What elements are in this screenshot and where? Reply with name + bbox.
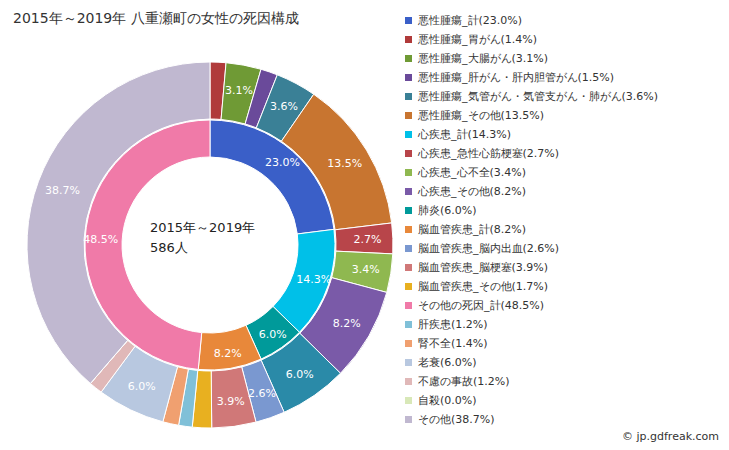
svg-text:2015年～2019年 八重瀬町の女性の死因構成: 2015年～2019年 八重瀬町の女性の死因構成: [13, 10, 299, 26]
svg-text:6.0%: 6.0%: [128, 380, 156, 393]
svg-text:14.3%: 14.3%: [296, 273, 331, 286]
svg-text:6.0%: 6.0%: [286, 368, 314, 381]
svg-text:不慮の事故(1.2%): 不慮の事故(1.2%): [418, 375, 510, 388]
svg-text:48.5%: 48.5%: [83, 233, 118, 246]
svg-text:23.0%: 23.0%: [265, 156, 300, 169]
svg-text:その他の死因_計(48.5%): その他の死因_計(48.5%): [418, 299, 544, 312]
svg-text:心疾患_心不全(3.4%): 心疾患_心不全(3.4%): [417, 166, 526, 179]
svg-text:悪性腫瘍_計(23.0%): 悪性腫瘍_計(23.0%): [417, 14, 522, 27]
svg-text:心疾患_その他(8.2%): 心疾患_その他(8.2%): [417, 185, 526, 198]
svg-text:8.2%: 8.2%: [214, 347, 242, 360]
svg-text:6.0%: 6.0%: [259, 328, 287, 341]
svg-text:3.9%: 3.9%: [217, 395, 245, 408]
svg-text:2.7%: 2.7%: [353, 233, 381, 246]
svg-text:586人: 586人: [150, 240, 188, 255]
svg-text:心疾患_急性心筋梗塞(2.7%): 心疾患_急性心筋梗塞(2.7%): [417, 147, 559, 160]
svg-text:肝疾患(1.2%): 肝疾患(1.2%): [418, 318, 488, 331]
svg-text:老衰(6.0%): 老衰(6.0%): [418, 356, 477, 369]
svg-text:心疾患_計(14.3%): 心疾患_計(14.3%): [417, 128, 511, 141]
svg-text:3.4%: 3.4%: [352, 263, 380, 276]
svg-text:脳血管疾患_脳梗塞(3.9%): 脳血管疾患_脳梗塞(3.9%): [418, 261, 548, 274]
svg-text:2.6%: 2.6%: [248, 387, 276, 400]
svg-text:3.1%: 3.1%: [225, 84, 253, 97]
svg-text:その他(38.7%): その他(38.7%): [418, 413, 495, 426]
svg-text:脳血管疾患_脳内出血(2.6%): 脳血管疾患_脳内出血(2.6%): [418, 242, 559, 255]
svg-text:8.2%: 8.2%: [333, 317, 361, 330]
svg-text:38.7%: 38.7%: [45, 184, 80, 197]
svg-text:腎不全(1.4%): 腎不全(1.4%): [418, 337, 488, 350]
svg-text:3.6%: 3.6%: [270, 100, 298, 113]
svg-text:悪性腫瘍_肝がん・肝内胆管がん(1.5%): 悪性腫瘍_肝がん・肝内胆管がん(1.5%): [417, 71, 614, 84]
svg-text:© jp.gdfreak.com: © jp.gdfreak.com: [622, 430, 719, 443]
svg-text:自殺(0.0%): 自殺(0.0%): [418, 394, 477, 407]
svg-text:悪性腫瘍_その他(13.5%): 悪性腫瘍_その他(13.5%): [417, 109, 544, 122]
svg-text:脳血管疾患_計(8.2%): 脳血管疾患_計(8.2%): [418, 223, 526, 236]
svg-text:脳血管疾患_その他(1.7%): 脳血管疾患_その他(1.7%): [418, 280, 548, 293]
svg-text:悪性腫瘍_大腸がん(3.1%): 悪性腫瘍_大腸がん(3.1%): [417, 52, 548, 65]
svg-text:2015年～2019年: 2015年～2019年: [150, 220, 255, 235]
svg-text:13.5%: 13.5%: [327, 157, 362, 170]
svg-text:悪性腫瘍_気管がん・気管支がん・肺がん(3.6%): 悪性腫瘍_気管がん・気管支がん・肺がん(3.6%): [417, 90, 658, 103]
svg-text:悪性腫瘍_胃がん(1.4%): 悪性腫瘍_胃がん(1.4%): [417, 33, 537, 46]
svg-text:肺炎(6.0%): 肺炎(6.0%): [418, 204, 477, 217]
